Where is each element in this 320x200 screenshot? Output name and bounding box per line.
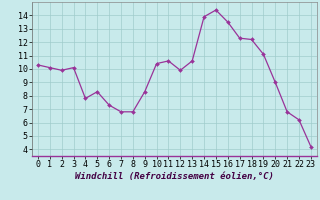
X-axis label: Windchill (Refroidissement éolien,°C): Windchill (Refroidissement éolien,°C)	[75, 172, 274, 181]
